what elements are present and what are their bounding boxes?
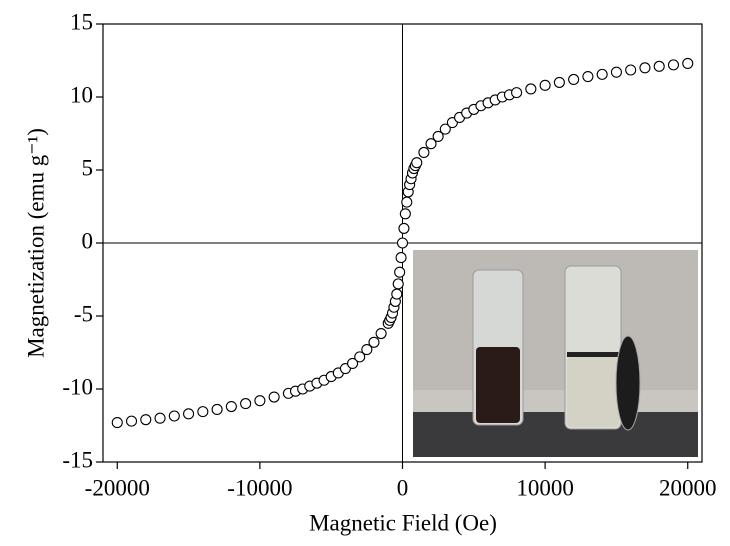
inset-photo [413,250,698,457]
data-point [168,410,180,422]
x-tick-label: -20000 [85,475,150,500]
x-tick-label: 0 [397,475,409,500]
data-point [197,406,209,418]
data-point [347,357,359,370]
data-point [183,408,195,420]
data-point [682,57,694,69]
data-point [240,398,252,410]
data-point [368,336,380,348]
data-point [425,138,437,150]
data-point [625,64,637,76]
y-tick-label: -15 [62,447,93,472]
data-point [667,59,680,71]
photo-table [413,412,698,457]
data-point [254,395,266,407]
data-point [391,288,403,300]
data-point [568,73,580,86]
magnet [615,335,641,431]
y-tick-label: -10 [62,374,93,399]
y-tick-label: 10 [70,82,93,107]
data-point [511,87,523,99]
data-point [394,266,406,278]
y-axis-label: Magnetization (emu g⁻¹) [23,128,48,358]
y-tick-label: -5 [74,301,93,326]
data-point [398,222,410,234]
x-tick-label: 10000 [516,475,574,500]
data-point [439,123,451,135]
y-tick-label: 0 [82,228,94,253]
vial-left-liquid [476,347,520,423]
data-point [125,415,138,427]
data-point [418,146,430,159]
data-point [140,414,152,426]
data-point [211,403,223,415]
data-point [596,68,608,80]
data-point [392,278,404,290]
data-point [361,344,373,356]
x-tick-label: -10000 [227,475,292,500]
data-point [432,130,444,142]
data-point [225,400,237,413]
data-point [525,83,537,95]
data-point [610,66,622,78]
vial-right-liquid [567,357,619,427]
data-point [539,79,551,91]
data-point [582,71,594,83]
data-point [111,417,123,429]
data-point [375,327,387,340]
x-axis-label: Magnetic Field (Oe) [309,510,497,535]
data-point [653,60,665,72]
data-point [553,76,565,88]
data-point [401,196,413,208]
y-tick-label: 5 [82,155,94,180]
y-tick-label: 15 [70,9,93,34]
data-point [354,351,366,363]
photo-wall [413,250,698,390]
vial-right-deposit [567,352,619,357]
data-point [639,62,651,74]
data-point [395,252,407,264]
data-point [399,208,411,220]
data-point [154,412,166,424]
x-tick-label: 20000 [659,475,717,500]
data-point [396,237,409,249]
data-point [411,157,423,169]
data-point [268,391,280,403]
